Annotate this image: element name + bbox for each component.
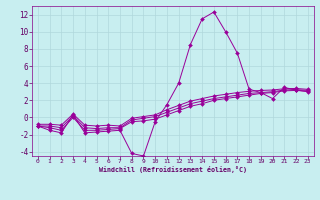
X-axis label: Windchill (Refroidissement éolien,°C): Windchill (Refroidissement éolien,°C) (99, 166, 247, 173)
